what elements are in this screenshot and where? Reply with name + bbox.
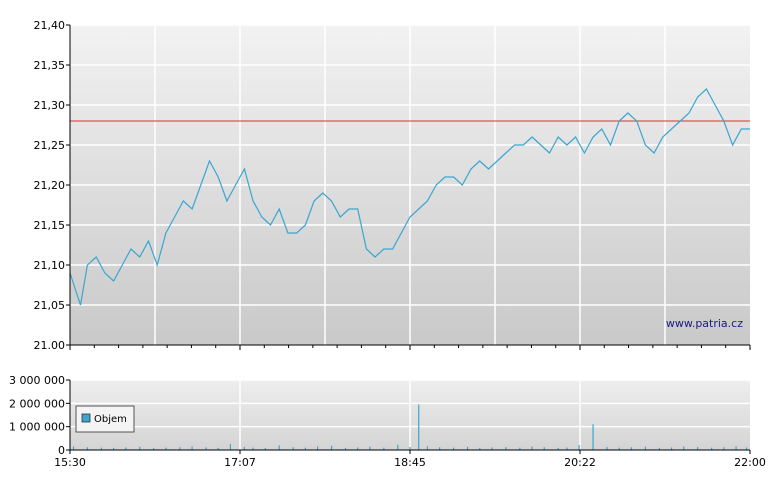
volume-x-tick-label: 17:07 [224,456,256,469]
price-y-tick-label: 21,10 [34,259,66,272]
price-grid [70,24,750,345]
volume-y-tick-label: 1 000 000 [9,421,65,434]
price-y-tick-label: 21,05 [34,299,66,312]
legend-swatch [81,413,91,423]
price-y-tick-label: 21,40 [34,19,66,32]
volume-x-tick-label: 18:45 [394,456,426,469]
volume-y-axis: 0 1 000 000 2 000 000 3 000 000 [9,374,70,457]
volume-x-tick-label: 20:22 [564,456,596,469]
volume-grid [70,379,750,450]
price-y-tick-label: 21,25 [34,139,66,152]
volume-legend: Objem [75,405,135,433]
volume-x-axis-labels: 15:30 17:07 18:45 20:22 22:00 [54,450,766,469]
price-series-line [69,88,750,306]
price-y-tick-label: 21,30 [34,99,66,112]
volume-x-tick-label: 15:30 [54,456,86,469]
volume-x-tick-label: 22:00 [734,456,766,469]
volume-y-tick-label: 2 000 000 [9,397,65,410]
price-y-axis: 21.00 21,05 21,10 21,15 21,20 21,25 21,30 21,35… [34,19,70,352]
volume-y-tick-label: 0 [58,444,65,457]
price-y-tick-label: 21,35 [34,59,66,72]
watermark: www.patria.cz [666,317,743,330]
price-x-ticks [69,345,751,350]
price-y-tick-label: 21,15 [34,219,66,232]
volume-y-tick-label: 3 000 000 [9,374,65,387]
legend-label: Objem [94,414,127,425]
price-y-tick-label: 21,20 [34,179,66,192]
price-y-tick-label: 21.00 [34,339,66,352]
